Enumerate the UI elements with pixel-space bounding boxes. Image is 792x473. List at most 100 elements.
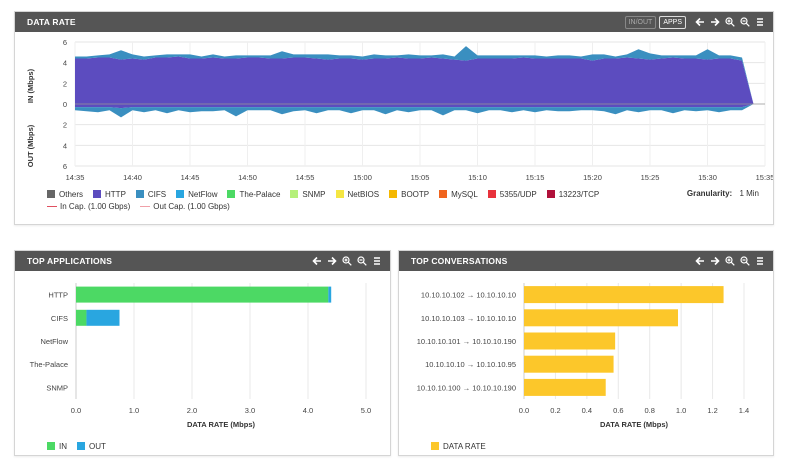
zoom-out-icon[interactable]	[740, 256, 750, 266]
legend-item-in-cap[interactable]: In Cap. (1.00 Gbps)	[47, 200, 130, 212]
data-rate-panel: DATA RATE IN/OUT APPS IN (Mbps) OUT (Mbp…	[14, 11, 774, 225]
top-conversations-header: TOP CONVERSATIONS	[399, 251, 773, 271]
bar-data-rate[interactable]	[524, 355, 614, 373]
x-tick-label: 15:00	[353, 173, 372, 182]
zoom-out-icon[interactable]	[357, 256, 367, 266]
legend-item-mysql[interactable]: MySQL	[439, 188, 478, 200]
x-tick-label: 14:35	[66, 173, 85, 182]
legend-item-13223-tcp[interactable]: 13223/TCP	[546, 188, 600, 200]
series-cifs-in[interactable]	[75, 46, 754, 104]
data-rate-legend: Others HTTP CIFS NetFlow The-Palace SNMP NetBI…	[47, 188, 647, 200]
x-tick-label: 14:45	[181, 173, 200, 182]
x-tick-label: 15:10	[468, 173, 487, 182]
y-tick-label: 4	[63, 59, 67, 68]
legend-swatch	[335, 190, 344, 198]
bar-in[interactable]	[76, 286, 329, 303]
legend-item-others[interactable]: Others	[47, 188, 83, 200]
category-label: 10.10.10.10 → 10.10.10.95	[425, 360, 516, 369]
legend-item-data-rate[interactable]: DATA RATE	[431, 440, 486, 452]
series-http-out[interactable]	[75, 104, 754, 109]
panel-title: DATA RATE	[27, 17, 76, 27]
x-tick-label: 15:15	[526, 173, 545, 182]
legend-item-bootp[interactable]: BOOTP	[389, 188, 429, 200]
x-tick-label: 15:05	[411, 173, 430, 182]
legend-swatch	[93, 190, 102, 198]
zoom-in-icon[interactable]	[342, 256, 352, 266]
legend-swatch	[47, 190, 55, 198]
x-tick-label: 3.0	[245, 406, 255, 415]
bar-out[interactable]	[328, 286, 332, 303]
legend-label: NetBIOS	[347, 189, 380, 199]
category-label: CIFS	[51, 314, 68, 323]
x-tick-label: 0.4	[582, 406, 592, 415]
arrow-right-icon[interactable]	[327, 256, 337, 266]
legend-item-out-cap[interactable]: Out Cap. (1.00 Gbps)	[140, 200, 230, 212]
legend-swatch	[227, 190, 236, 198]
category-label: 10.10.10.100 → 10.10.10.190	[417, 383, 516, 392]
bar-data-rate[interactable]	[524, 332, 616, 350]
legend-item-snmp[interactable]: SNMP	[290, 188, 326, 200]
apps-toggle-button[interactable]: APPS	[659, 15, 686, 29]
legend-label: NetFlow	[188, 189, 218, 199]
legend-label: In Cap. (1.00 Gbps)	[60, 201, 131, 211]
granularity-label: Granularity:	[686, 189, 733, 198]
top-applications-panel: TOP APPLICATIONS 0.0 1.0 2.0 3.0 4.0 5.0 HTTP C…	[14, 250, 391, 456]
in-out-toggle-button[interactable]: IN/OUT	[624, 15, 657, 29]
arrow-right-icon[interactable]	[710, 256, 720, 266]
x-tick-label: 0.2	[550, 406, 560, 415]
legend-item-http[interactable]: HTTP	[93, 188, 126, 200]
category-label: 10.10.10.103 → 10.10.10.10	[421, 314, 516, 323]
legend-swatch	[47, 205, 57, 207]
x-tick-label: 5.0	[361, 406, 371, 415]
zoom-out-icon[interactable]	[740, 17, 750, 27]
x-tick-label: 15:20	[583, 173, 602, 182]
x-tick-label: 14:40	[123, 173, 142, 182]
top-applications-legend: IN OUT	[47, 440, 116, 452]
legend-swatch	[77, 442, 85, 450]
x-tick-label: 1.2	[707, 406, 717, 415]
menu-icon[interactable]	[755, 256, 765, 266]
series-http-in[interactable]	[75, 56, 754, 105]
x-tick-label: 0.6	[613, 406, 623, 415]
legend-item-in[interactable]: IN	[47, 440, 67, 452]
arrow-right-icon[interactable]	[710, 17, 720, 27]
legend-item-netbios[interactable]: NetBIOS	[335, 188, 380, 200]
legend-item-cifs[interactable]: CIFS	[135, 188, 166, 200]
bar-out[interactable]	[86, 309, 120, 326]
category-label: 10.10.10.102 → 10.10.10.10	[421, 291, 516, 300]
menu-icon[interactable]	[372, 256, 382, 266]
legend-swatch	[176, 190, 185, 198]
x-tick-label: 15:30	[698, 173, 717, 182]
arrow-left-icon[interactable]	[695, 256, 705, 266]
legend-label: IN	[59, 441, 67, 451]
panel-title: TOP APPLICATIONS	[27, 256, 113, 266]
y-tick-label: 2	[63, 79, 67, 88]
legend-item-5355-udp[interactable]: 5355/UDP	[487, 188, 537, 200]
legend-label: 13223/TCP	[558, 189, 600, 199]
bar-data-rate[interactable]	[524, 378, 606, 396]
arrow-left-icon[interactable]	[695, 17, 705, 27]
x-tick-label: 1.4	[739, 406, 749, 415]
y-axis-label-out: OUT (Mbps)	[26, 124, 35, 167]
zoom-in-icon[interactable]	[725, 256, 735, 266]
top-applications-chart: 0.0 1.0 2.0 3.0 4.0 5.0 HTTP CIFS NetFlow The-Pal…	[30, 283, 371, 429]
x-tick-label: 15:35	[756, 173, 773, 182]
granularity-value[interactable]: 1 Min	[739, 189, 759, 198]
bar-data-rate[interactable]	[524, 286, 724, 304]
top-conversations-panel: TOP CONVERSATIONS 0.0 0.2 0.4 0.6 0.8 1.0 1.2 1…	[398, 250, 774, 456]
legend-label: The-Palace	[239, 189, 281, 199]
menu-icon[interactable]	[755, 17, 765, 27]
category-label: 10.10.10.101 → 10.10.10.190	[417, 337, 516, 346]
bar-in[interactable]	[76, 309, 87, 326]
zoom-in-icon[interactable]	[725, 17, 735, 27]
legend-item-the-palace[interactable]: The-Palace	[227, 188, 280, 200]
series-cifs-out[interactable]	[75, 104, 754, 118]
legend-item-netflow[interactable]: NetFlow	[176, 188, 217, 200]
legend-swatch	[487, 190, 496, 198]
x-tick-label: 1.0	[676, 406, 686, 415]
legend-item-out[interactable]: OUT	[77, 440, 106, 452]
legend-swatch	[439, 190, 448, 198]
legend-label: Others	[59, 189, 84, 199]
arrow-left-icon[interactable]	[312, 256, 322, 266]
bar-data-rate[interactable]	[524, 309, 678, 327]
